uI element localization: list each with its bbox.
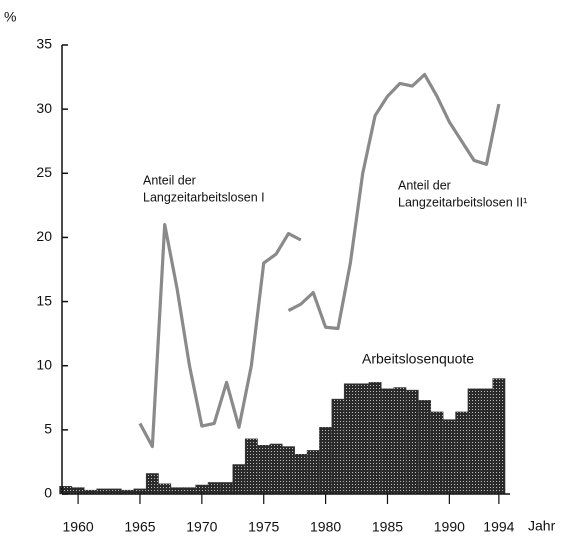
x-tick-label: 1990 <box>434 519 465 535</box>
x-tick-label: 1970 <box>186 519 217 535</box>
bar <box>306 450 320 495</box>
x-tick-label: 1965 <box>124 519 155 535</box>
x-tick-label: 1975 <box>248 519 279 535</box>
x-tick-label: 1960 <box>63 519 94 535</box>
bar <box>331 398 345 495</box>
bar-label: Arbeitslosenquote <box>362 351 474 367</box>
bar <box>492 378 506 495</box>
line-label: Anteil der <box>398 178 451 192</box>
bar <box>220 482 234 495</box>
line-label: Anteil der <box>143 173 196 187</box>
line <box>287 72 501 331</box>
y-tick-label: 0 <box>44 485 52 501</box>
y-tick-label: 10 <box>36 356 52 372</box>
y-tick-label: 35 <box>36 36 52 52</box>
bar <box>356 383 370 495</box>
bar <box>108 488 122 495</box>
bar <box>207 482 221 495</box>
bar <box>170 487 184 495</box>
bar <box>183 487 196 495</box>
bar <box>405 389 419 495</box>
y-tick-label: 30 <box>36 100 52 116</box>
bar <box>133 488 147 495</box>
bar <box>71 487 85 495</box>
x-axis-label: Jahr <box>528 518 556 534</box>
bar <box>430 411 444 495</box>
y-unit: % <box>4 9 16 25</box>
bar <box>381 388 394 495</box>
bar <box>343 383 357 495</box>
line-label: Langzeitarbeitslosen I <box>143 190 265 204</box>
bar <box>158 483 172 495</box>
bar <box>282 446 295 495</box>
bar <box>195 484 209 495</box>
bar <box>319 427 333 495</box>
bar <box>480 388 493 495</box>
bar <box>393 387 407 495</box>
bar <box>145 473 159 495</box>
bar <box>418 400 432 495</box>
line-label: Langzeitarbeitslosen II¹ <box>398 195 527 209</box>
bar <box>294 453 308 495</box>
bar <box>269 443 283 495</box>
bar <box>257 445 271 495</box>
bar <box>244 438 258 495</box>
bar <box>232 464 246 495</box>
y-tick-label: 20 <box>36 228 52 244</box>
y-tick-label: 25 <box>36 164 52 180</box>
y-tick-label: 5 <box>44 421 52 437</box>
line <box>138 223 302 449</box>
bar <box>442 419 456 495</box>
bar <box>368 382 382 495</box>
y-tick-label: 15 <box>36 292 52 308</box>
x-tick-label: 1980 <box>310 519 341 535</box>
bar <box>455 411 469 495</box>
x-tick-label: 1994 <box>483 519 514 535</box>
bar <box>96 488 110 495</box>
x-tick-label: 1985 <box>372 519 403 535</box>
bar <box>467 388 481 495</box>
